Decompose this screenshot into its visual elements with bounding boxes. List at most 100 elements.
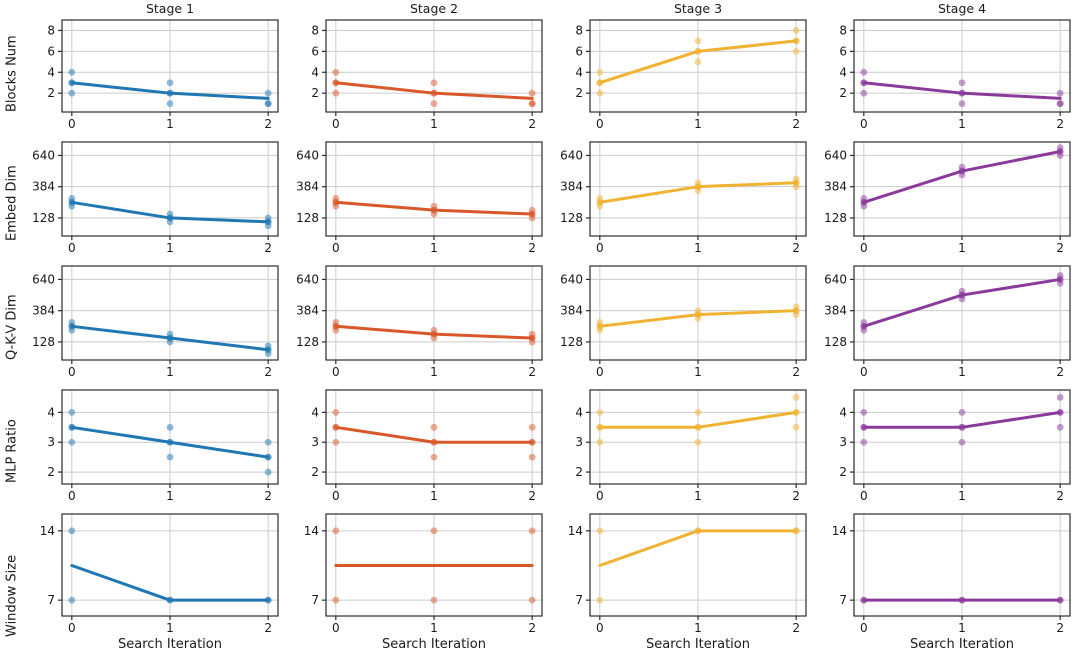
- tick-marks: [322, 278, 533, 364]
- tick-marks: [322, 154, 533, 240]
- mean-line: [862, 410, 1062, 429]
- chart-row-2: Q-K-V Dim 128 384 640 0 1 2 128 384 640 0 1 2 128 384 6…: [2, 258, 1080, 382]
- subplot-row4-stage4: 7 14 0 1 2 Search Iteration: [832, 513, 1071, 652]
- svg-text:2: 2: [264, 489, 272, 503]
- subplot-row4-stage2: 7 14 0 1 2 Search Iteration: [304, 513, 543, 652]
- svg-text:384: 384: [296, 180, 319, 194]
- subplot-row2-stage2: 128 384 640 0 1 2: [296, 265, 543, 379]
- mean-line: [334, 200, 534, 216]
- tick-labels: 128 384 640 0 1 2: [296, 148, 536, 255]
- mean-line: [70, 425, 270, 459]
- svg-text:2: 2: [792, 489, 800, 503]
- svg-text:2: 2: [47, 86, 55, 100]
- tick-labels: 2 4 6 8 0 1 2: [575, 23, 800, 131]
- svg-text:4: 4: [575, 65, 583, 79]
- svg-text:2: 2: [528, 489, 536, 503]
- tick-marks: [322, 29, 533, 116]
- svg-text:128: 128: [32, 335, 55, 349]
- mean-line: [862, 150, 1062, 204]
- svg-text:2: 2: [1056, 117, 1064, 131]
- svg-text:0: 0: [596, 117, 604, 131]
- svg-text:6: 6: [311, 44, 319, 58]
- chart-row-3: MLP Ratio 2 3 4 0 1 2 2 3 4 0 1 2 2 3 4 0 1 2 2 3 4 0 1 2: [2, 382, 1080, 506]
- gridlines: [854, 266, 1070, 360]
- subplot-row4-stage1: 7 14 0 1 2 Search Iteration: [40, 513, 279, 652]
- gridlines: [326, 266, 542, 360]
- tick-marks: [322, 530, 533, 620]
- gridlines: [590, 20, 806, 112]
- svg-text:128: 128: [560, 211, 583, 225]
- svg-text:1: 1: [958, 365, 966, 379]
- svg-text:2: 2: [264, 365, 272, 379]
- tick-labels: 128 384 640 0 1 2: [824, 148, 1064, 255]
- svg-text:2: 2: [575, 465, 583, 479]
- mean-line: [598, 181, 798, 204]
- subplot-row1-stage4: 128 384 640 0 1 2: [824, 141, 1071, 255]
- tick-marks: [850, 530, 1061, 620]
- gridlines: [326, 20, 542, 112]
- svg-text:384: 384: [296, 304, 319, 318]
- svg-text:4: 4: [47, 65, 55, 79]
- mean-line: [598, 309, 798, 328]
- svg-text:128: 128: [32, 211, 55, 225]
- svg-text:0: 0: [332, 117, 340, 131]
- tick-marks: [586, 278, 797, 364]
- scatter-points: [860, 68, 1064, 108]
- mean-line: [70, 324, 270, 352]
- mean-line: [70, 81, 270, 100]
- svg-text:2: 2: [839, 465, 847, 479]
- svg-text:0: 0: [860, 621, 868, 635]
- svg-text:1: 1: [166, 117, 174, 131]
- subplot-row0-stage3: 2 4 6 8 0 1 2 Stage 3: [575, 1, 807, 131]
- svg-text:4: 4: [839, 405, 847, 419]
- svg-text:1: 1: [958, 489, 966, 503]
- row-label-4: Window Size: [4, 554, 20, 638]
- tick-labels: 7 14 0 1 2: [40, 524, 272, 635]
- subplot-row2-stage3: 128 384 640 0 1 2: [560, 265, 807, 379]
- subplot-row0-stage4: 2 4 6 8 0 1 2 Stage 4: [839, 1, 1071, 131]
- svg-text:0: 0: [860, 117, 868, 131]
- svg-text:1: 1: [430, 365, 438, 379]
- svg-text:0: 0: [332, 241, 340, 255]
- svg-text:7: 7: [575, 593, 583, 607]
- mean-line: [334, 425, 534, 444]
- svg-text:128: 128: [296, 335, 319, 349]
- svg-text:0: 0: [596, 365, 604, 379]
- svg-text:384: 384: [824, 180, 847, 194]
- subplot-title-stage4: Stage 4: [938, 1, 986, 16]
- svg-text:0: 0: [332, 489, 340, 503]
- tick-labels: 7 14 0 1 2: [832, 524, 1064, 635]
- svg-text:2: 2: [1056, 241, 1064, 255]
- svg-text:6: 6: [47, 44, 55, 58]
- x-axis-label-stage4: Search Iteration: [910, 637, 1014, 652]
- svg-text:6: 6: [575, 44, 583, 58]
- tick-marks: [322, 411, 533, 488]
- svg-text:2: 2: [47, 465, 55, 479]
- subplot-row1-stage3: 128 384 640 0 1 2: [560, 141, 807, 255]
- tick-marks: [586, 530, 797, 620]
- svg-text:1: 1: [958, 241, 966, 255]
- svg-text:0: 0: [68, 241, 76, 255]
- svg-text:2: 2: [311, 465, 319, 479]
- svg-text:4: 4: [47, 405, 55, 419]
- mean-line: [70, 563, 270, 602]
- mean-line: [598, 39, 798, 85]
- svg-text:1: 1: [958, 621, 966, 635]
- svg-text:0: 0: [596, 489, 604, 503]
- tick-marks: [586, 154, 797, 240]
- tick-marks: [586, 29, 797, 116]
- svg-text:1: 1: [430, 117, 438, 131]
- svg-text:0: 0: [332, 365, 340, 379]
- svg-text:384: 384: [560, 180, 583, 194]
- svg-text:640: 640: [296, 148, 319, 162]
- svg-text:0: 0: [68, 489, 76, 503]
- svg-text:2: 2: [792, 117, 800, 131]
- svg-text:8: 8: [839, 23, 847, 37]
- subplot-row3-stage3: 2 3 4 0 1 2: [575, 389, 807, 503]
- svg-text:7: 7: [311, 593, 319, 607]
- tick-marks: [58, 278, 269, 364]
- subplot-row1-stage2: 128 384 640 0 1 2: [296, 141, 543, 255]
- svg-text:640: 640: [560, 272, 583, 286]
- subplot-row4-stage3: 7 14 0 1 2 Search Iteration: [568, 513, 807, 652]
- svg-text:3: 3: [311, 435, 319, 449]
